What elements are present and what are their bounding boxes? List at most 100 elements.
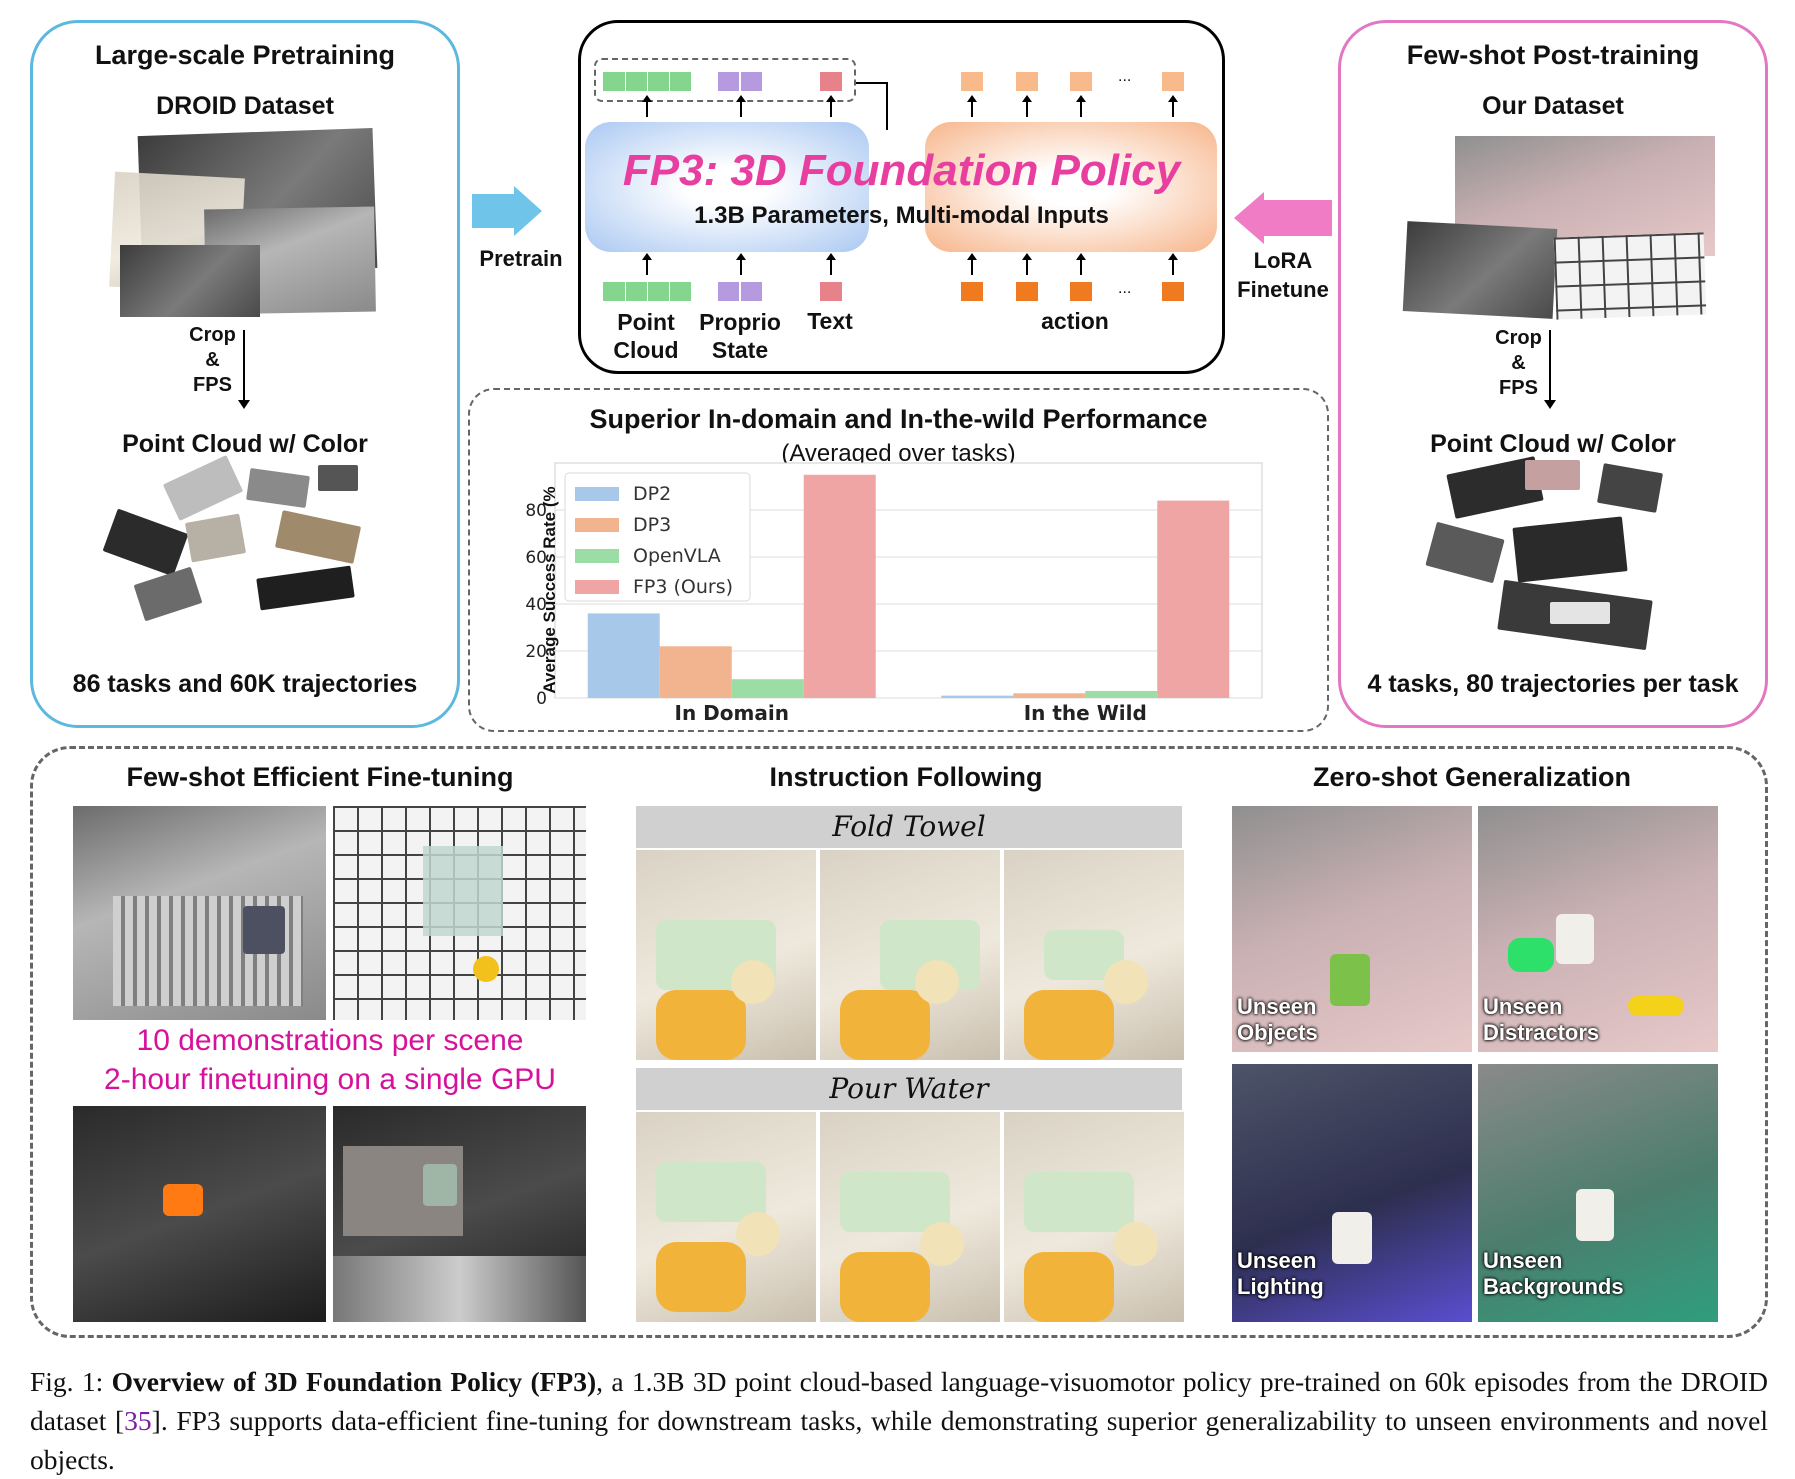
finetuning-title: Few-shot Efficient Fine-tuning bbox=[126, 762, 514, 792]
crop-fps-arrow-left bbox=[243, 330, 245, 402]
crop-fps-right: Crop & FPS bbox=[1495, 327, 1542, 399]
action-out-arrow-2 bbox=[1022, 95, 1032, 117]
point-cloud-label-right: Point Cloud w/ Color bbox=[1430, 430, 1676, 458]
lora-arrowhead bbox=[1234, 192, 1264, 244]
action-in-arrow-1 bbox=[967, 253, 977, 275]
caption-text-2: ]. FP3 supports data-efficient fine-tuni… bbox=[30, 1405, 1768, 1475]
output-proprio-token bbox=[718, 72, 762, 91]
input-text-token bbox=[820, 282, 842, 301]
model-subtitle: 1.3B Parameters, Multi-modal Inputs bbox=[694, 202, 1109, 229]
zeroshot-title: Zero-shot Generalization bbox=[1312, 762, 1632, 792]
encoder-box bbox=[585, 122, 869, 252]
unseen-lighting-image bbox=[1232, 1064, 1472, 1322]
pretrain-arrowhead bbox=[514, 186, 542, 236]
crop-fps-arrowhead-left bbox=[238, 400, 250, 409]
action-out-ellipsis: ... bbox=[1118, 68, 1132, 85]
our-dataset-label: Our Dataset bbox=[1482, 92, 1624, 120]
pretraining-title: Large-scale Pretraining bbox=[94, 40, 396, 70]
caption-reference-link[interactable]: 35 bbox=[124, 1405, 152, 1436]
fold-towel-image-2 bbox=[820, 850, 1000, 1060]
output-connector bbox=[856, 82, 888, 84]
pour-water-image-3 bbox=[1004, 1112, 1184, 1322]
action-in-token-2 bbox=[1016, 282, 1038, 301]
decoder-box bbox=[925, 122, 1217, 252]
unseen-distractors-label: Unseen Distractors bbox=[1483, 994, 1600, 1045]
our-scene-image-3 bbox=[1553, 232, 1707, 320]
unseen-objects-label: Unseen Objects bbox=[1237, 994, 1318, 1045]
output-connector-down bbox=[886, 82, 888, 130]
finetune-image-2 bbox=[333, 806, 586, 1020]
unseen-lighting-label: Unseen Lighting bbox=[1237, 1248, 1324, 1299]
finetune-image-1 bbox=[73, 806, 326, 1020]
fold-towel-image-3 bbox=[1004, 850, 1184, 1060]
instruction-title: Instruction Following bbox=[769, 762, 1043, 792]
crop-fps-arrowhead-right bbox=[1544, 400, 1556, 409]
action-in-ellipsis: ... bbox=[1118, 280, 1132, 297]
our-scene-image-2 bbox=[1402, 221, 1558, 319]
point-cloud-label-left: Point Cloud w/ Color bbox=[122, 430, 368, 458]
lora-arrow bbox=[1262, 200, 1332, 236]
unseen-distractors-image bbox=[1478, 806, 1718, 1052]
droid-scene-image-4 bbox=[120, 245, 260, 317]
caption-text-1: , a 1.3B 3D point cloud-based language-v… bbox=[30, 1366, 1768, 1436]
action-in-arrow-2 bbox=[1022, 253, 1032, 275]
action-out-token-3 bbox=[1070, 72, 1092, 91]
crop-fps-arrow-right bbox=[1549, 330, 1551, 402]
crop-fps-left: Crop & FPS bbox=[189, 324, 236, 396]
input-proprio-token bbox=[718, 282, 762, 301]
point-cloud-image-right bbox=[1425, 456, 1690, 651]
y-axis-label: Average Success Rate (% bbox=[540, 486, 559, 694]
caption-bold: Overview of 3D Foundation Policy (FP3) bbox=[111, 1366, 597, 1397]
point-cloud-image-left bbox=[102, 455, 368, 622]
action-out-token-2 bbox=[1016, 72, 1038, 91]
posttraining-title: Few-shot Post-training bbox=[1406, 40, 1700, 70]
caption-prefix: Fig. 1: bbox=[30, 1366, 112, 1397]
fold-towel-image-1 bbox=[636, 850, 816, 1060]
input-arrow-2 bbox=[736, 253, 746, 275]
action-in-arrow-3 bbox=[1076, 253, 1086, 275]
output-arrow-1 bbox=[642, 95, 652, 117]
action-out-arrow-3 bbox=[1076, 95, 1086, 117]
performance-subtitle: (Averaged over tasks) bbox=[781, 440, 1016, 467]
figure-caption: Fig. 1: Overview of 3D Foundation Policy… bbox=[30, 1362, 1768, 1479]
action-in-token-1 bbox=[961, 282, 983, 301]
output-arrow-3 bbox=[826, 95, 836, 117]
finetune-image-3 bbox=[73, 1106, 326, 1322]
performance-panel bbox=[468, 388, 1329, 732]
unseen-backgrounds-label: Unseen Backgrounds bbox=[1483, 1248, 1624, 1299]
output-arrow-2 bbox=[736, 95, 746, 117]
pretrain-arrow bbox=[472, 194, 516, 228]
pretraining-stats: 86 tasks and 60K trajectories bbox=[72, 670, 418, 698]
input-arrow-3 bbox=[826, 253, 836, 275]
fold-towel-title: Fold Towel bbox=[636, 806, 1182, 848]
pour-water-image-2 bbox=[820, 1112, 1000, 1322]
text-input-label: Text bbox=[807, 308, 853, 334]
input-point-token bbox=[603, 282, 691, 301]
performance-title: Superior In-domain and In-the-wild Perfo… bbox=[589, 404, 1208, 434]
output-text-token bbox=[820, 72, 842, 91]
pretrain-label: Pretrain bbox=[479, 246, 563, 271]
finetune-image-4 bbox=[333, 1106, 586, 1322]
action-in-token-4 bbox=[1162, 282, 1184, 301]
model-title: FP3: 3D Foundation Policy bbox=[622, 146, 1181, 195]
bottom-panel bbox=[30, 746, 1768, 1338]
action-input-label: action bbox=[1041, 308, 1109, 334]
posttraining-stats: 4 tasks, 80 trajectories per task bbox=[1367, 670, 1739, 698]
point-cloud-input-label: Point Cloud bbox=[613, 309, 679, 363]
pour-water-image-1 bbox=[636, 1112, 816, 1322]
finetune-overlay-line1: 10 demonstrations per scene bbox=[136, 1024, 524, 1057]
action-in-arrow-4 bbox=[1168, 253, 1178, 275]
unseen-backgrounds-image bbox=[1478, 1064, 1718, 1322]
droid-dataset-label: DROID Dataset bbox=[156, 92, 334, 120]
model-box bbox=[578, 20, 1225, 374]
unseen-objects-image bbox=[1232, 806, 1472, 1052]
action-in-token-3 bbox=[1070, 282, 1092, 301]
output-token-group bbox=[594, 58, 856, 102]
action-out-token-4 bbox=[1162, 72, 1184, 91]
action-out-token-1 bbox=[961, 72, 983, 91]
output-point-token bbox=[603, 72, 691, 91]
lora-label: LoRA Finetune bbox=[1237, 248, 1329, 302]
pretraining-panel bbox=[30, 20, 460, 728]
action-out-arrow-4 bbox=[1168, 95, 1178, 117]
input-arrow-1 bbox=[642, 253, 652, 275]
